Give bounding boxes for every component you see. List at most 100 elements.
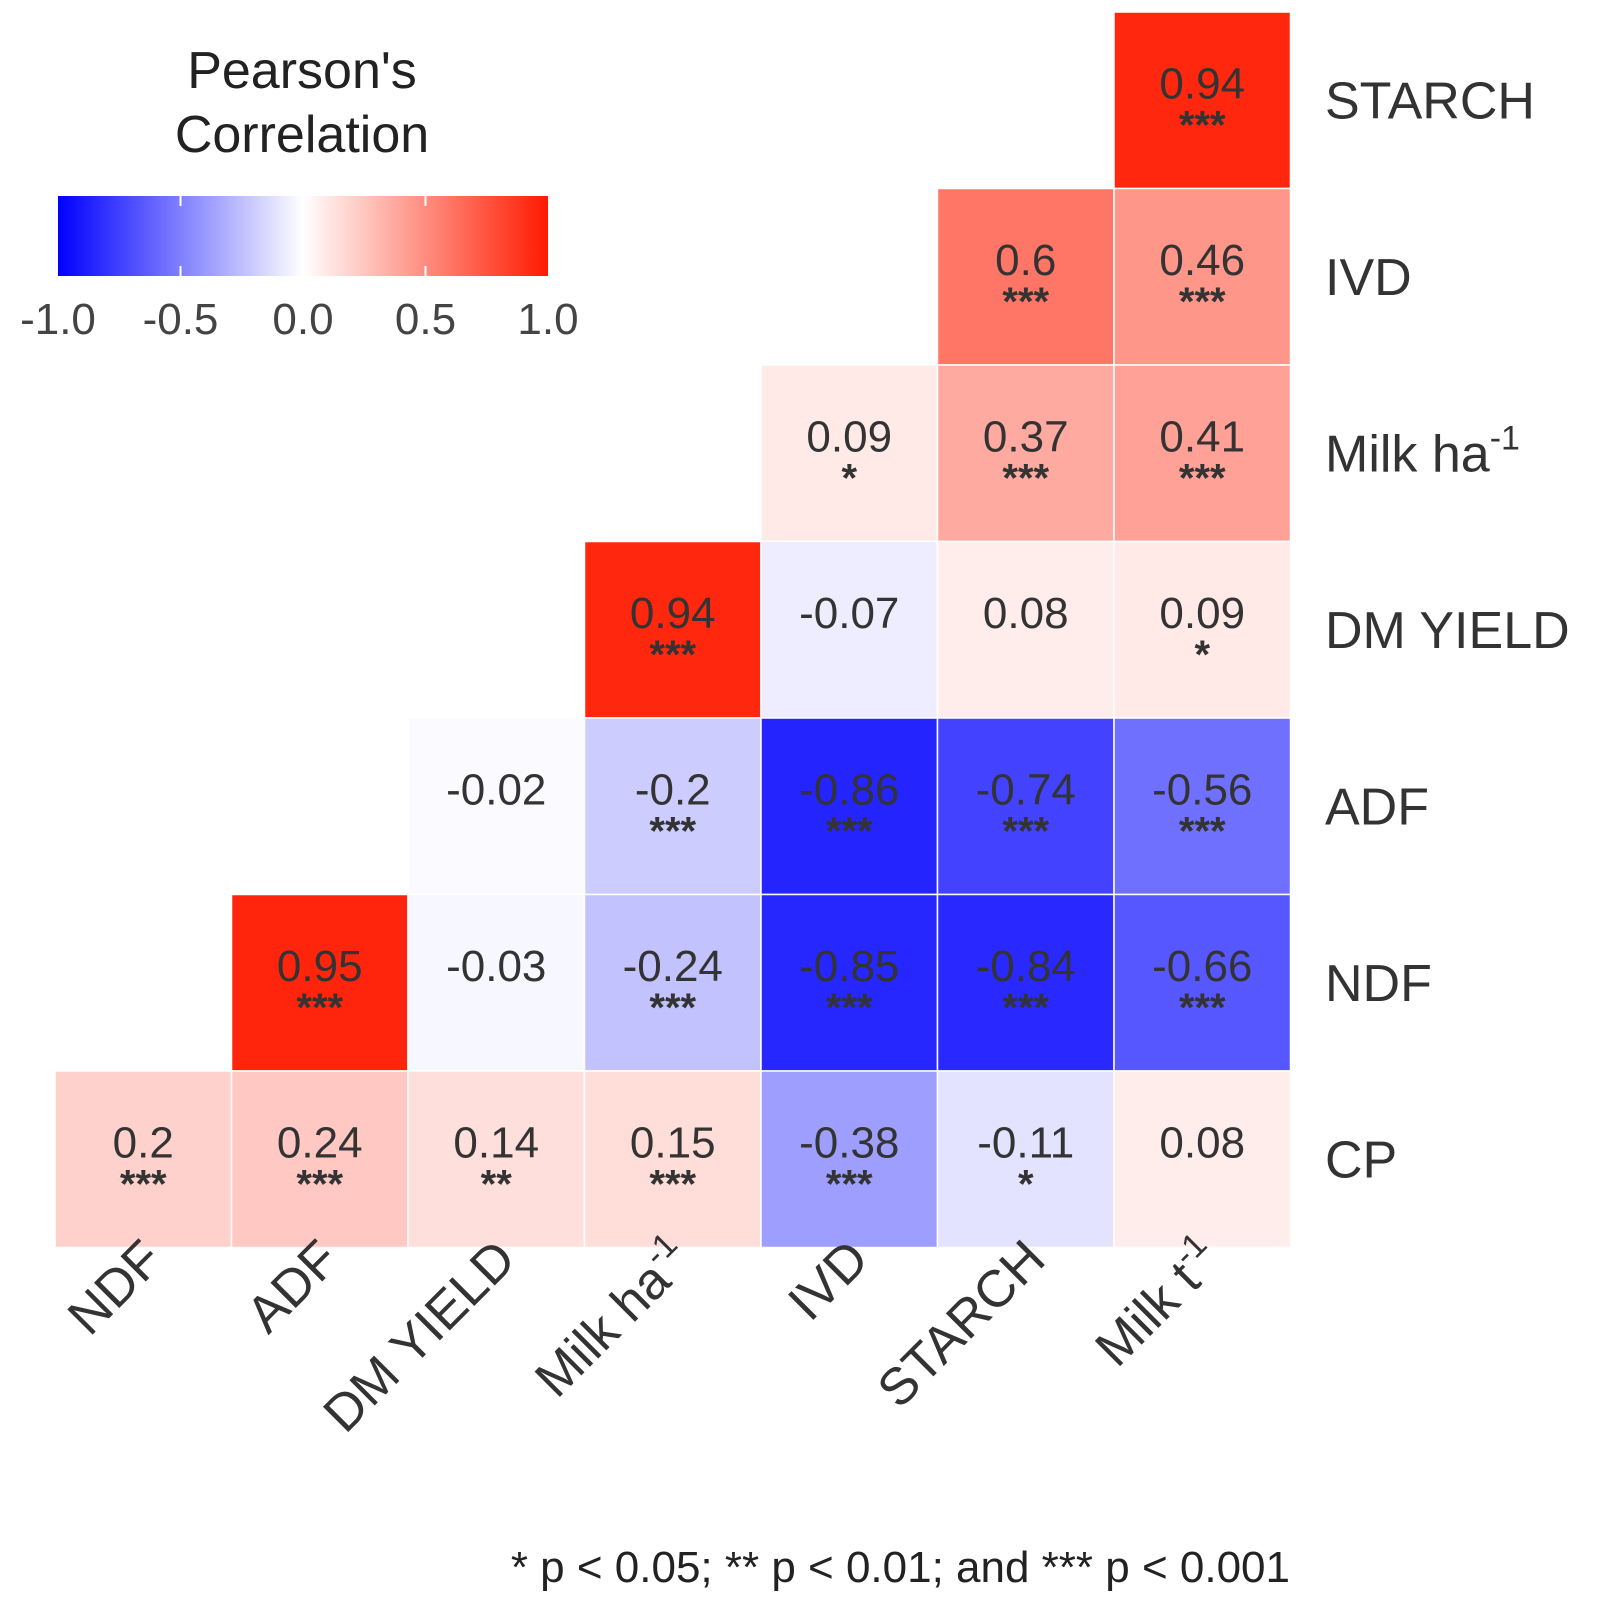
- heatmap-cell: -0.66***: [1113, 893, 1292, 1072]
- heatmap-cell: 0.95***: [230, 893, 409, 1072]
- cell-value-label: -0.85: [799, 942, 899, 991]
- heatmap-cell-rect: [1113, 11, 1292, 190]
- heatmap-cell-rect: [583, 540, 762, 719]
- heatmap-cell: -0.24***: [583, 893, 762, 1072]
- cell-value-label: -0.84: [976, 942, 1076, 991]
- cell-significance-label: ***: [1002, 809, 1049, 853]
- cell-significance-label: ***: [1002, 986, 1049, 1030]
- heatmap-cell-rect: [760, 540, 939, 719]
- cell-value-label: -0.24: [623, 942, 723, 991]
- y-axis-label: DM YIELD: [1325, 602, 1570, 660]
- cell-significance-label: ***: [826, 986, 873, 1030]
- cell-significance-label: ***: [1179, 280, 1226, 324]
- cell-value-label: -0.11: [977, 1118, 1074, 1167]
- legend: Pearson's Correlation -1.0 -0.5 0.0 0.5 1.0: [20, 42, 579, 344]
- legend-title-line2: Correlation: [175, 106, 429, 164]
- legend-tick-label: -0.5: [143, 295, 219, 344]
- cell-significance-label: ***: [649, 809, 696, 853]
- cell-significance-label: ***: [1179, 986, 1226, 1030]
- heatmap-cell: 0.2***: [54, 1070, 233, 1249]
- cell-significance-label: *: [841, 456, 857, 500]
- cell-value-label: 0.46: [1159, 236, 1245, 285]
- heatmap-cell: 0.08: [1113, 1070, 1292, 1249]
- cell-significance-label: ***: [1179, 103, 1226, 147]
- cell-significance-label: ***: [1002, 456, 1049, 500]
- heatmap-cell: -0.56***: [1113, 717, 1292, 896]
- cell-significance-label: ***: [1002, 280, 1049, 324]
- heatmap-cell: 0.24***: [230, 1070, 409, 1249]
- cell-significance-label: ***: [296, 1162, 343, 1206]
- heatmap-cell-rect: [1113, 540, 1292, 719]
- heatmap-cell-rect: [760, 717, 939, 896]
- heatmap-cell-rect: [936, 364, 1115, 543]
- cell-value-label: -0.38: [799, 1118, 899, 1167]
- y-axis-labels: STARCH IVD Milk ha-1 DM YIELD ADF NDF CP: [1325, 72, 1570, 1189]
- cell-significance-label: ***: [296, 986, 343, 1030]
- y-axis-label: IVD: [1325, 249, 1412, 307]
- heatmap-cell: -0.86***: [760, 717, 939, 896]
- cell-value-label: 0.09: [806, 412, 892, 461]
- heatmap-cell: 0.09*: [760, 364, 939, 543]
- heatmap-cell: 0.14**: [407, 1070, 586, 1249]
- cell-significance-label: **: [481, 1162, 513, 1206]
- x-axis-label: STARCH: [867, 1229, 1056, 1418]
- cell-value-label: 0.08: [1159, 1118, 1245, 1167]
- cell-significance-label: ***: [649, 633, 696, 677]
- cell-value-label: 0.24: [277, 1118, 363, 1167]
- cell-value-label: 0.2: [113, 1118, 174, 1167]
- heatmap-cell: 0.37***: [936, 364, 1115, 543]
- legend-tick-label: 0.0: [272, 295, 333, 344]
- legend-colorbar: [58, 196, 548, 276]
- legend-ticks: -1.0 -0.5 0.0 0.5 1.0: [20, 196, 579, 344]
- heatmap-cell: 0.94***: [1113, 11, 1292, 190]
- cell-significance-label: ***: [649, 986, 696, 1030]
- cell-value-label: 0.41: [1159, 412, 1245, 461]
- heatmap-cell: -0.84***: [936, 893, 1115, 1072]
- heatmap-cell-rect: [1113, 364, 1292, 543]
- heatmap-cell-rect: [760, 364, 939, 543]
- cell-value-label: -0.2: [635, 765, 711, 814]
- heatmap-cell-rect: [1113, 893, 1292, 1072]
- heatmap-cell: 0.09*: [1113, 540, 1292, 719]
- cell-value-label: 0.6: [995, 236, 1056, 285]
- cell-value-label: 0.08: [983, 589, 1069, 638]
- cell-significance-label: ***: [826, 809, 873, 853]
- y-axis-label: CP: [1325, 1131, 1397, 1189]
- heatmap-cell: 0.15***: [583, 1070, 762, 1249]
- legend-title-line1: Pearson's: [187, 42, 417, 100]
- heatmap-cell-rect: [54, 1070, 233, 1249]
- cell-value-label: -0.02: [446, 765, 546, 814]
- cell-significance-label: *: [1018, 1162, 1034, 1206]
- cell-value-label: 0.37: [983, 412, 1069, 461]
- heatmap-cell: -0.85***: [760, 893, 939, 1072]
- cell-value-label: 0.95: [277, 942, 363, 991]
- heatmap-cell: -0.11*: [936, 1070, 1115, 1249]
- heatmap-cell-rect: [407, 893, 586, 1072]
- heatmap-cell: 0.41***: [1113, 364, 1292, 543]
- heatmap-cell: 0.08: [936, 540, 1115, 719]
- x-axis-label: Milk ha-1: [520, 1225, 703, 1408]
- cell-value-label: 0.94: [1159, 59, 1245, 108]
- cell-value-label: 0.94: [630, 589, 716, 638]
- cell-significance-label: ***: [1179, 809, 1226, 853]
- heatmap-cell: -0.07: [760, 540, 939, 719]
- cell-significance-label: ***: [1179, 456, 1226, 500]
- cell-value-label: -0.03: [446, 942, 546, 991]
- heatmap-cell: 0.94***: [583, 540, 762, 719]
- heatmap-cell: -0.2***: [583, 717, 762, 896]
- cell-value-label: -0.56: [1152, 765, 1252, 814]
- y-axis-label: STARCH: [1325, 72, 1535, 130]
- cell-value-label: 0.14: [453, 1118, 539, 1167]
- cell-value-label: -0.86: [799, 765, 899, 814]
- cell-value-label: -0.74: [976, 765, 1076, 814]
- heatmap-cell-rect: [583, 893, 762, 1072]
- heatmap-cell-rect: [760, 1070, 939, 1249]
- y-axis-label: NDF: [1325, 955, 1432, 1013]
- heatmap-cell: 0.6***: [936, 187, 1115, 366]
- heatmap-cell: 0.46***: [1113, 187, 1292, 366]
- heatmap-cell: -0.03: [407, 893, 586, 1072]
- heatmap-cell-rect: [583, 1070, 762, 1249]
- heatmap-cell-rect: [1113, 187, 1292, 366]
- y-axis-label: Milk ha-1: [1325, 419, 1520, 483]
